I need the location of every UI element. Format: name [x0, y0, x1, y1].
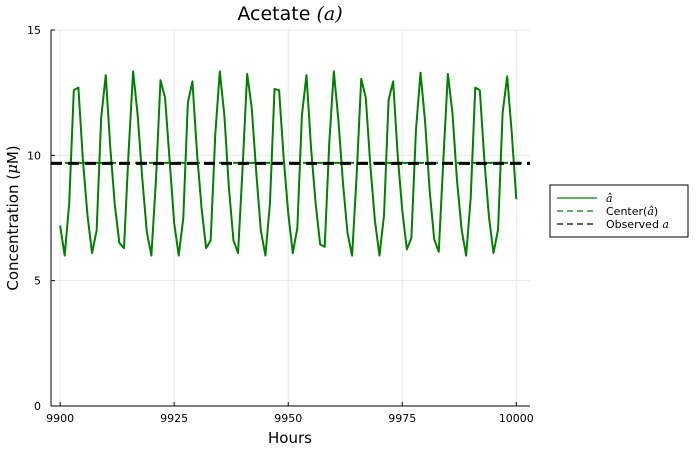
y-axis-title: Concentration (μM) — [3, 145, 22, 290]
y-tick-label: 5 — [34, 275, 41, 288]
x-axis-title: Hours — [268, 429, 312, 447]
svg-text:Acetate (a): Acetate (a) — [237, 3, 342, 25]
x-tick-label: 9925 — [160, 412, 188, 425]
legend-label-observed: Observed a — [606, 218, 669, 231]
legend: â Center(â) Observed a — [549, 184, 689, 238]
y-tick-label: 0 — [34, 400, 41, 413]
y-axis-label-main: Concentration ( — [4, 174, 22, 291]
y-axis-label-end: M) — [4, 145, 22, 164]
legend-observed-text: Observed — [606, 218, 662, 231]
series — [51, 70, 530, 257]
svg-text:Concentration (μM): Concentration (μM) — [3, 145, 22, 290]
x-tick-label: 9975 — [388, 412, 416, 425]
grid — [51, 29, 530, 407]
x-tick-label: 9900 — [46, 412, 74, 425]
legend-center-math: â — [647, 205, 654, 218]
legend-observed-math: a — [662, 218, 669, 231]
legend-a-hat-math: â — [606, 192, 613, 205]
legend-label-center: Center(â) — [606, 205, 658, 218]
x-tick-label: 9950 — [274, 412, 302, 425]
legend-center-text: Center( — [606, 205, 647, 218]
legend-label-a-hat: â — [606, 192, 613, 205]
axes — [50, 29, 530, 407]
series-line-a-hat — [59, 70, 518, 257]
y-tick-label: 10 — [27, 149, 41, 162]
title-math: (a) — [316, 3, 342, 25]
y-axis-label-math: μ — [3, 164, 21, 174]
plot-title: Acetate (a) — [237, 3, 342, 25]
legend-center-end: ) — [654, 205, 658, 218]
tick-labels: 9900 9925 9950 9975 10000 0 5 10 15 — [27, 24, 534, 425]
x-axis-label: Hours — [268, 429, 312, 447]
y-tick-label: 15 — [27, 24, 41, 37]
title-main: Acetate — [237, 3, 316, 25]
x-tick-label: 10000 — [499, 412, 534, 425]
